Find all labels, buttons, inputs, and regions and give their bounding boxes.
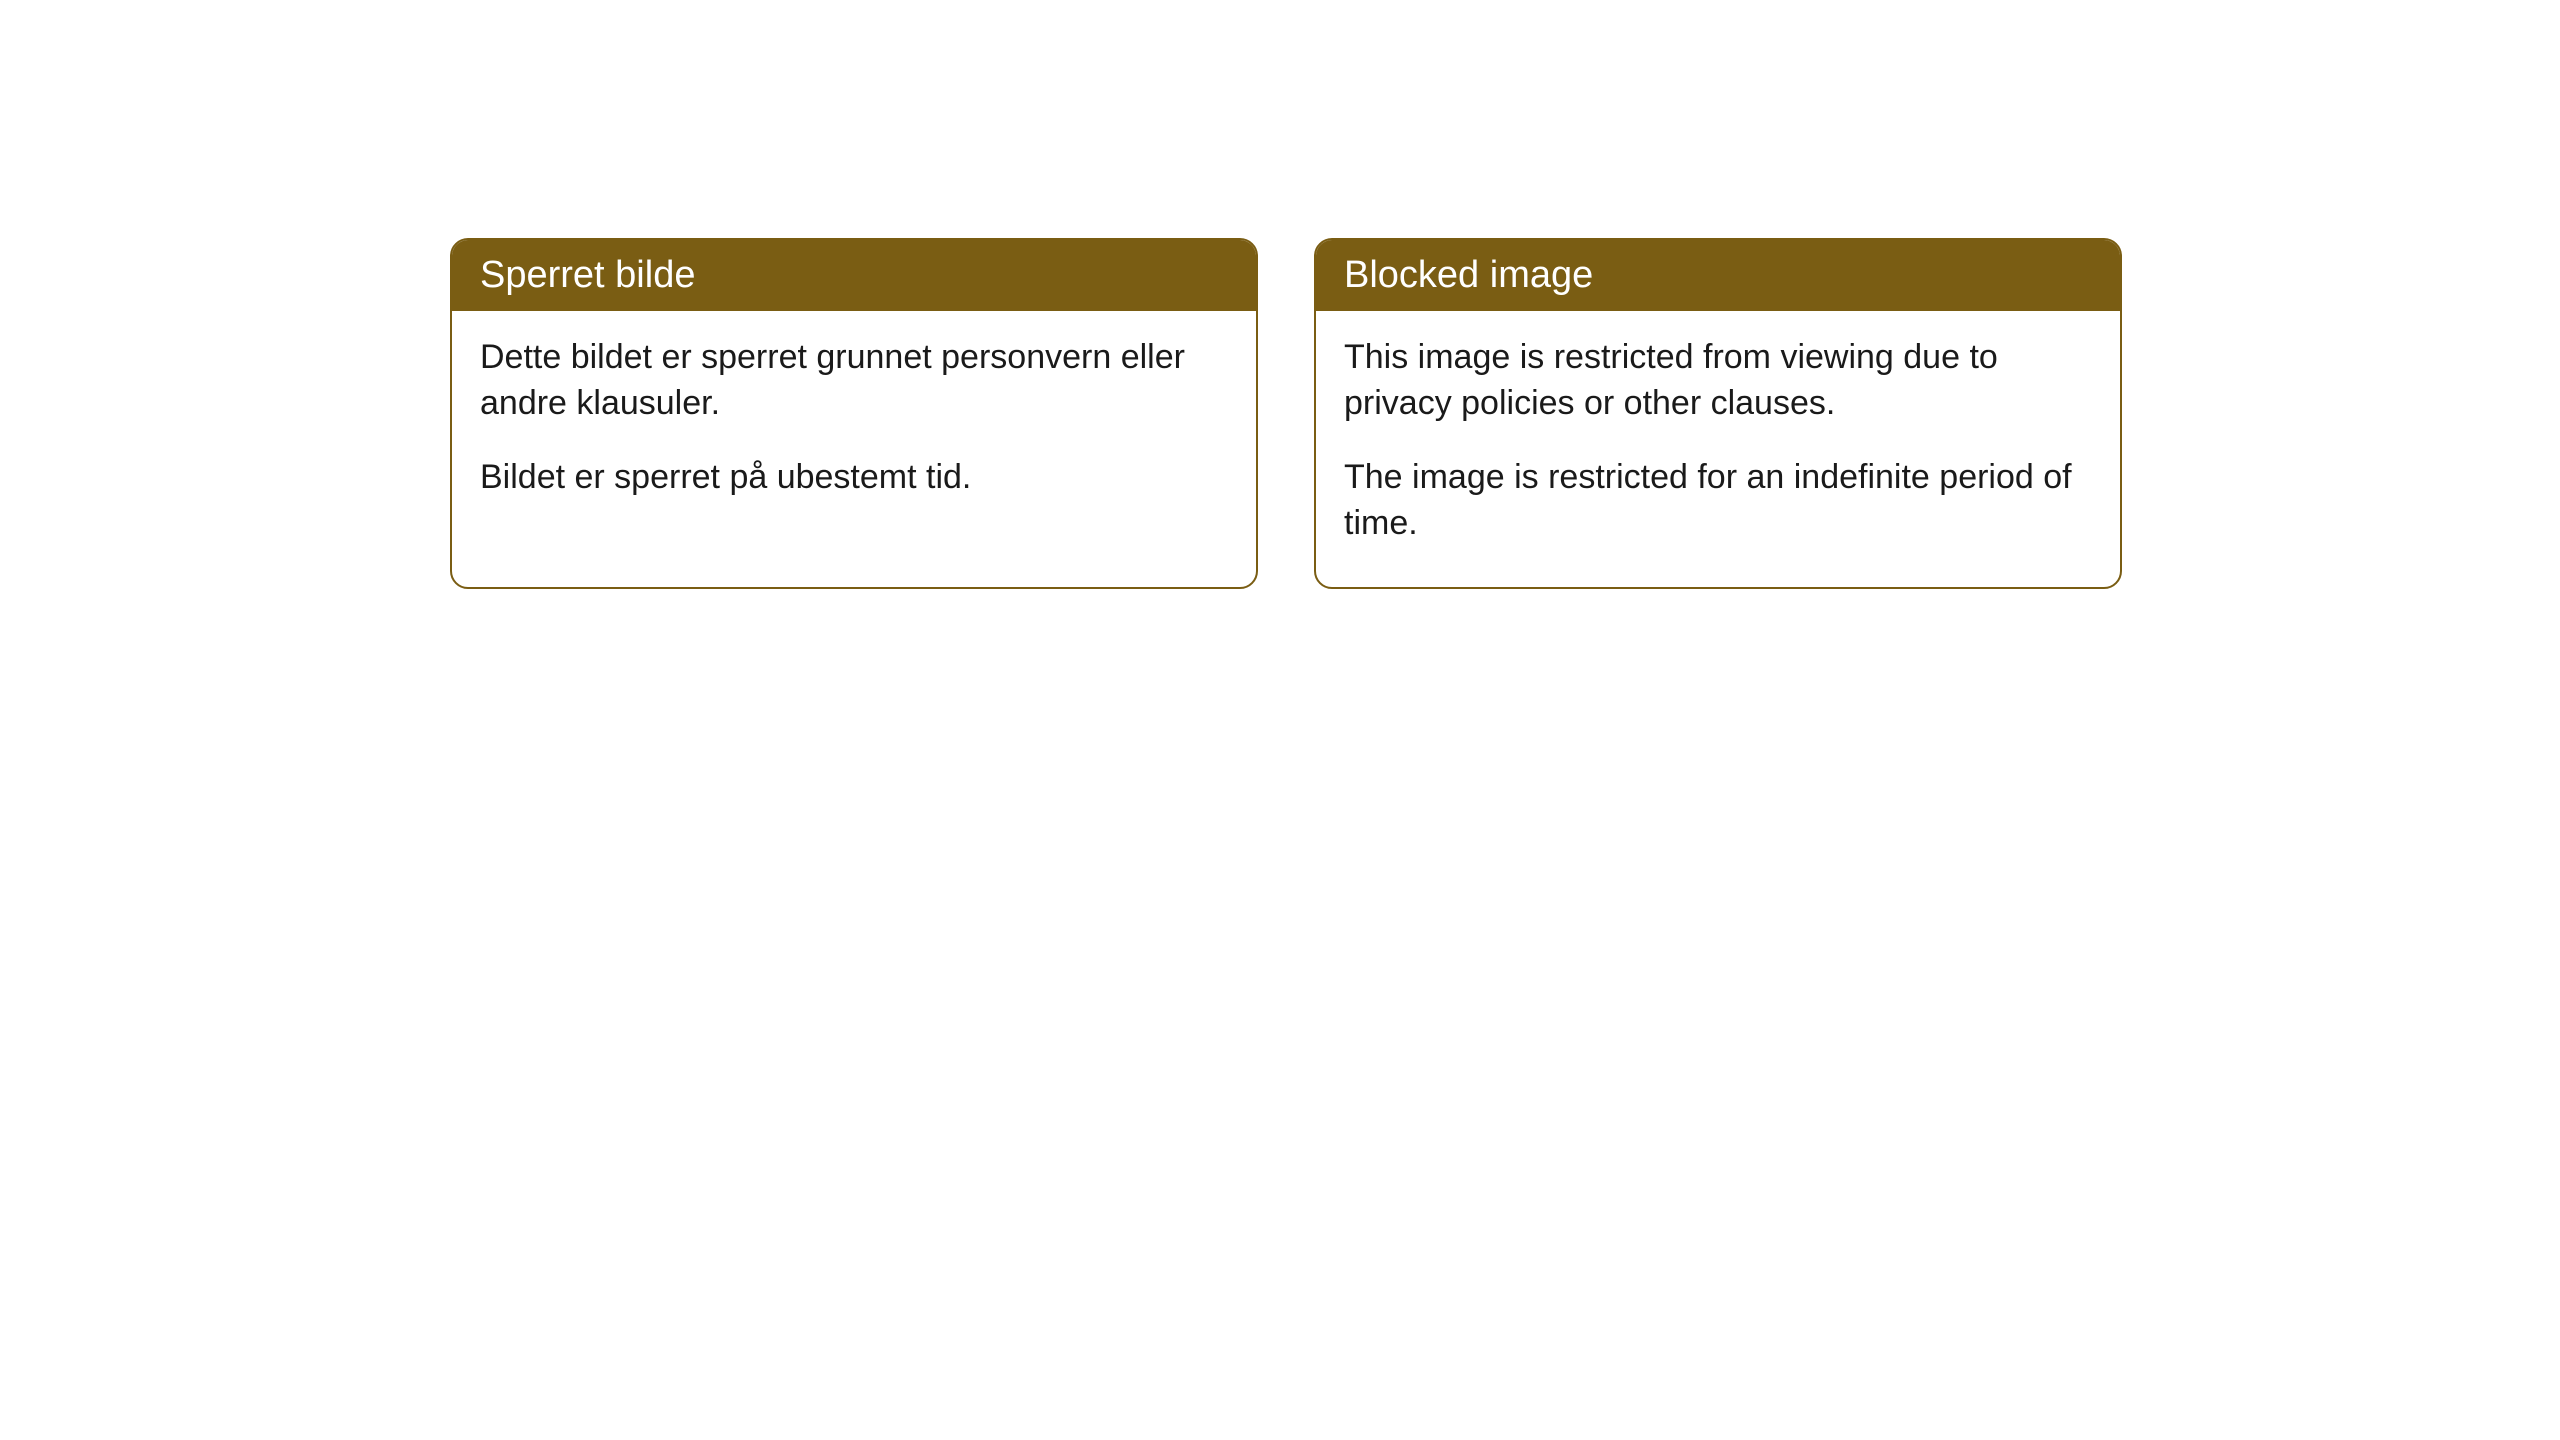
card-title: Blocked image (1344, 254, 1593, 296)
card-paragraph: Dette bildet er sperret grunnet personve… (480, 335, 1228, 427)
card-paragraph: Bildet er sperret på ubestemt tid. (480, 455, 1228, 501)
card-body: This image is restricted from viewing du… (1316, 311, 2120, 587)
card-header: Blocked image (1316, 240, 2120, 311)
notice-cards-container: Sperret bilde Dette bildet er sperret gr… (450, 238, 2122, 589)
card-header: Sperret bilde (452, 240, 1256, 311)
card-paragraph: The image is restricted for an indefinit… (1344, 455, 2092, 547)
card-paragraph: This image is restricted from viewing du… (1344, 335, 2092, 427)
blocked-image-card-english: Blocked image This image is restricted f… (1314, 238, 2122, 589)
card-title: Sperret bilde (480, 254, 695, 296)
card-body: Dette bildet er sperret grunnet personve… (452, 311, 1256, 541)
blocked-image-card-norwegian: Sperret bilde Dette bildet er sperret gr… (450, 238, 1258, 589)
